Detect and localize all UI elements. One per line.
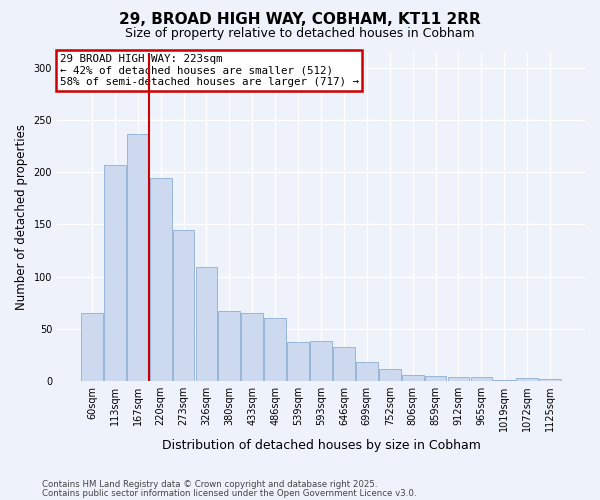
X-axis label: Distribution of detached houses by size in Cobham: Distribution of detached houses by size … bbox=[161, 440, 481, 452]
Y-axis label: Number of detached properties: Number of detached properties bbox=[15, 124, 28, 310]
Bar bbox=[333, 348, 355, 381]
Text: 29, BROAD HIGH WAY, COBHAM, KT11 2RR: 29, BROAD HIGH WAY, COBHAM, KT11 2RR bbox=[119, 12, 481, 28]
Bar bbox=[150, 178, 172, 381]
Bar bbox=[81, 313, 103, 381]
Bar bbox=[356, 362, 378, 381]
Bar bbox=[173, 230, 194, 381]
Bar bbox=[539, 378, 561, 381]
Bar bbox=[310, 341, 332, 381]
Text: Size of property relative to detached houses in Cobham: Size of property relative to detached ho… bbox=[125, 28, 475, 40]
Bar bbox=[265, 318, 286, 381]
Text: Contains public sector information licensed under the Open Government Licence v3: Contains public sector information licen… bbox=[42, 490, 416, 498]
Bar bbox=[127, 134, 149, 381]
Bar bbox=[379, 370, 401, 381]
Bar bbox=[448, 376, 469, 381]
Bar bbox=[104, 165, 126, 381]
Bar bbox=[402, 374, 424, 381]
Bar bbox=[241, 313, 263, 381]
Bar bbox=[425, 376, 446, 381]
Bar bbox=[218, 311, 240, 381]
Text: Contains HM Land Registry data © Crown copyright and database right 2025.: Contains HM Land Registry data © Crown c… bbox=[42, 480, 377, 489]
Bar bbox=[287, 342, 309, 381]
Bar bbox=[470, 376, 492, 381]
Bar bbox=[517, 378, 538, 381]
Bar bbox=[493, 380, 515, 381]
Text: 29 BROAD HIGH WAY: 223sqm
← 42% of detached houses are smaller (512)
58% of semi: 29 BROAD HIGH WAY: 223sqm ← 42% of detac… bbox=[59, 54, 359, 88]
Bar bbox=[196, 267, 217, 381]
